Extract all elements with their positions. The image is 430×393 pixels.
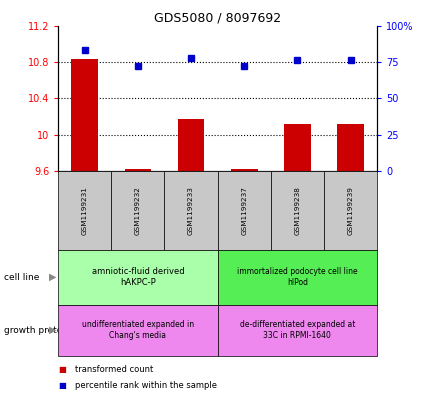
Text: percentile rank within the sample: percentile rank within the sample xyxy=(75,381,217,389)
Bar xyxy=(71,59,98,171)
Text: de-differentiated expanded at
33C in RPMI-1640: de-differentiated expanded at 33C in RPM… xyxy=(239,320,354,340)
Bar xyxy=(230,169,257,171)
Title: GDS5080 / 8097692: GDS5080 / 8097692 xyxy=(154,11,280,24)
Bar xyxy=(177,119,204,171)
Text: ▶: ▶ xyxy=(49,272,56,282)
Text: cell line: cell line xyxy=(4,273,40,281)
Text: ▶: ▶ xyxy=(49,325,56,335)
Text: GSM1199232: GSM1199232 xyxy=(135,186,141,235)
Text: immortalized podocyte cell line
hIPod: immortalized podocyte cell line hIPod xyxy=(237,267,357,287)
Text: GSM1199233: GSM1199233 xyxy=(187,186,194,235)
Text: GSM1199231: GSM1199231 xyxy=(82,186,88,235)
Text: growth protocol: growth protocol xyxy=(4,326,76,334)
Bar xyxy=(283,124,310,171)
Text: ■: ■ xyxy=(58,365,66,374)
Text: transformed count: transformed count xyxy=(75,365,154,374)
Text: ■: ■ xyxy=(58,381,66,389)
Text: GSM1199237: GSM1199237 xyxy=(241,186,247,235)
Bar xyxy=(124,169,151,171)
Bar xyxy=(336,124,363,171)
Text: undifferentiated expanded in
Chang's media: undifferentiated expanded in Chang's med… xyxy=(82,320,194,340)
Text: GSM1199239: GSM1199239 xyxy=(347,186,353,235)
Text: GSM1199238: GSM1199238 xyxy=(294,186,300,235)
Text: amniotic-fluid derived
hAKPC-P: amniotic-fluid derived hAKPC-P xyxy=(92,267,184,287)
